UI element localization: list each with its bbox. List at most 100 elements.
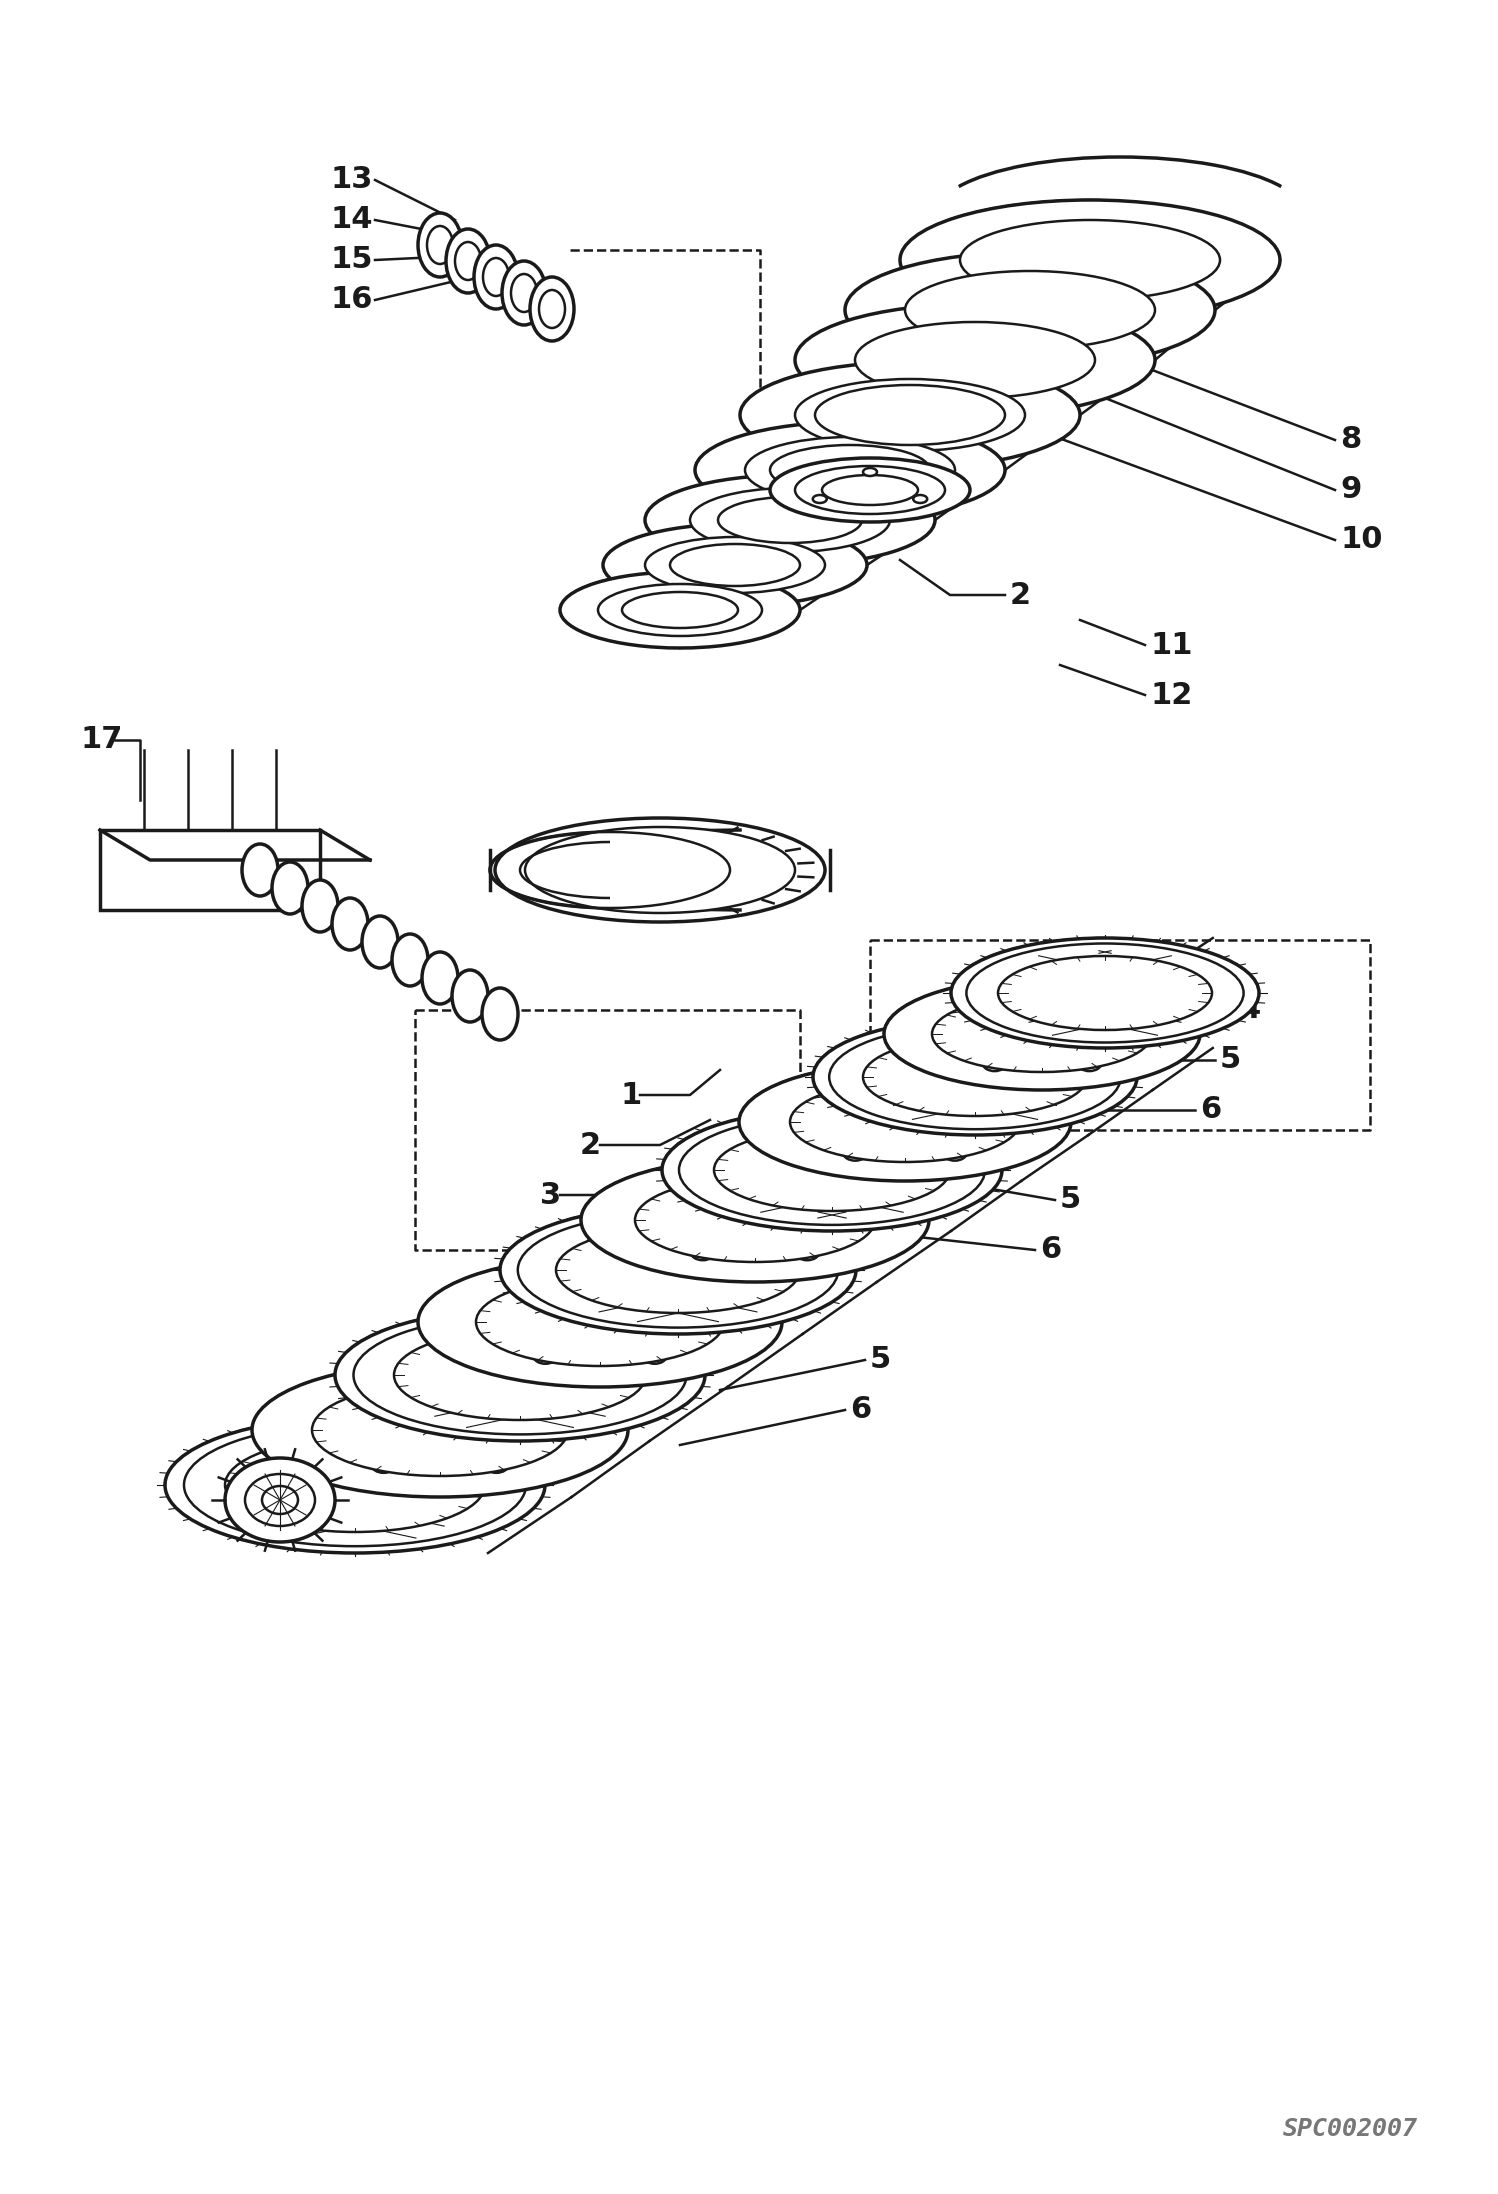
Ellipse shape [225, 1459, 336, 1542]
Text: 13: 13 [330, 165, 373, 195]
Text: 5: 5 [1219, 1047, 1242, 1075]
Ellipse shape [697, 1314, 721, 1330]
Ellipse shape [822, 474, 918, 505]
Ellipse shape [739, 1064, 1071, 1180]
Ellipse shape [960, 219, 1219, 301]
Ellipse shape [598, 584, 762, 636]
Ellipse shape [246, 1474, 315, 1527]
Ellipse shape [983, 1055, 1007, 1071]
Ellipse shape [643, 1347, 667, 1365]
Ellipse shape [815, 384, 1005, 445]
Ellipse shape [789, 1082, 1020, 1163]
Ellipse shape [795, 1244, 819, 1259]
Ellipse shape [476, 1277, 724, 1367]
Ellipse shape [795, 465, 945, 513]
Ellipse shape [484, 1457, 508, 1472]
Ellipse shape [740, 362, 1080, 467]
Ellipse shape [484, 1387, 508, 1404]
Text: 17: 17 [79, 726, 123, 755]
Ellipse shape [863, 467, 876, 476]
Ellipse shape [394, 1330, 646, 1420]
Ellipse shape [646, 538, 825, 592]
Ellipse shape [691, 1180, 715, 1196]
Ellipse shape [422, 952, 458, 1005]
Text: 15: 15 [330, 246, 373, 274]
Ellipse shape [635, 1178, 875, 1262]
Ellipse shape [942, 1084, 966, 1099]
Ellipse shape [691, 1244, 715, 1259]
Ellipse shape [884, 979, 1200, 1090]
Ellipse shape [914, 496, 927, 502]
Ellipse shape [312, 1384, 568, 1477]
Ellipse shape [494, 818, 825, 921]
Ellipse shape [473, 246, 518, 309]
Text: 6: 6 [1040, 1235, 1061, 1264]
Ellipse shape [363, 917, 398, 968]
Ellipse shape [998, 957, 1212, 1029]
Ellipse shape [262, 1485, 298, 1514]
Ellipse shape [993, 1115, 1017, 1130]
Text: 6: 6 [849, 1395, 872, 1424]
Ellipse shape [983, 996, 1007, 1014]
Ellipse shape [530, 276, 574, 340]
Text: 8: 8 [1341, 426, 1362, 454]
Ellipse shape [482, 987, 518, 1040]
Ellipse shape [795, 380, 1025, 452]
Text: 14: 14 [330, 206, 373, 235]
Ellipse shape [418, 1257, 782, 1387]
Ellipse shape [315, 1422, 339, 1437]
Text: SPC002007: SPC002007 [1282, 2117, 1417, 2141]
Ellipse shape [813, 496, 827, 502]
Ellipse shape [539, 290, 565, 327]
Ellipse shape [770, 445, 930, 496]
Ellipse shape [695, 421, 1005, 518]
Text: 10: 10 [1341, 527, 1383, 555]
Ellipse shape [845, 252, 1215, 369]
Text: 12: 12 [1150, 680, 1192, 709]
Ellipse shape [900, 200, 1279, 320]
Bar [100, 829, 321, 911]
Ellipse shape [604, 524, 867, 606]
Ellipse shape [662, 1108, 1002, 1231]
Ellipse shape [794, 1115, 818, 1130]
Ellipse shape [795, 305, 1155, 417]
Ellipse shape [418, 213, 461, 276]
Ellipse shape [670, 544, 800, 586]
Ellipse shape [303, 880, 339, 932]
Ellipse shape [336, 1310, 706, 1441]
Ellipse shape [581, 1158, 929, 1281]
Ellipse shape [452, 970, 488, 1022]
Text: 5: 5 [1061, 1185, 1082, 1215]
Ellipse shape [533, 1281, 557, 1297]
Ellipse shape [524, 827, 795, 913]
Ellipse shape [622, 592, 739, 627]
Ellipse shape [643, 1281, 667, 1297]
Text: 6: 6 [1200, 1095, 1221, 1126]
Ellipse shape [252, 1362, 628, 1496]
Ellipse shape [855, 323, 1095, 397]
Ellipse shape [479, 1314, 503, 1330]
Ellipse shape [533, 1347, 557, 1365]
Ellipse shape [427, 226, 452, 263]
Ellipse shape [863, 1038, 1088, 1117]
Text: 4: 4 [1240, 996, 1261, 1025]
Ellipse shape [502, 261, 545, 325]
Text: 1: 1 [620, 1079, 641, 1110]
Ellipse shape [392, 935, 428, 985]
Ellipse shape [718, 498, 861, 542]
Ellipse shape [905, 272, 1155, 349]
Ellipse shape [715, 1130, 950, 1211]
Ellipse shape [942, 1145, 966, 1161]
Ellipse shape [951, 939, 1258, 1049]
Ellipse shape [932, 996, 1152, 1073]
Ellipse shape [646, 474, 935, 566]
Ellipse shape [843, 1145, 867, 1161]
Ellipse shape [333, 897, 369, 950]
Text: 11: 11 [1150, 630, 1192, 660]
Ellipse shape [795, 1180, 819, 1196]
Text: 3: 3 [539, 1180, 562, 1209]
Ellipse shape [372, 1387, 395, 1404]
Ellipse shape [455, 241, 481, 281]
Ellipse shape [935, 1027, 959, 1042]
Text: 9: 9 [1341, 476, 1362, 505]
